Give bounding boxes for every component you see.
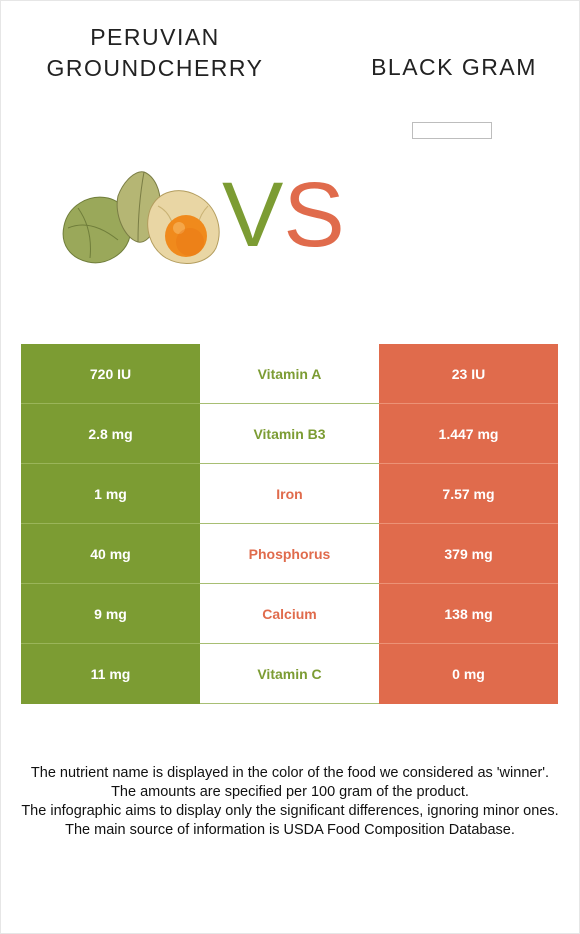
left-value-cell: 11 mg — [21, 644, 200, 704]
table-row: 2.8 mg Vitamin B3 1.447 mg — [21, 404, 558, 464]
left-value-cell: 1 mg — [21, 464, 200, 524]
right-value-cell: 138 mg — [379, 584, 558, 644]
vs-s-letter: S — [283, 164, 345, 266]
table-row: 11 mg Vitamin C 0 mg — [21, 644, 558, 704]
comparison-table: 720 IU Vitamin A 23 IU 2.8 mg Vitamin B3… — [21, 344, 558, 704]
right-value-cell: 1.447 mg — [379, 404, 558, 464]
right-value-cell: 379 mg — [379, 524, 558, 584]
table-row: 40 mg Phosphorus 379 mg — [21, 524, 558, 584]
vs-label: VS — [222, 165, 345, 265]
vs-v-letter: V — [222, 164, 284, 266]
nutrient-name-cell: Calcium — [200, 584, 379, 644]
footnote-line: The infographic aims to display only the… — [21, 803, 559, 819]
nutrient-name-cell: Vitamin C — [200, 644, 379, 704]
table-row: 1 mg Iron 7.57 mg — [21, 464, 558, 524]
left-value-cell: 40 mg — [21, 524, 200, 584]
nutrient-name-cell: Iron — [200, 464, 379, 524]
footnote-line: The nutrient name is displayed in the co… — [30, 765, 550, 781]
left-value-cell: 720 IU — [21, 344, 200, 404]
footnote: The nutrient name is displayed in the co… — [18, 764, 562, 840]
right-value-cell: 7.57 mg — [379, 464, 558, 524]
right-value-cell: 0 mg — [379, 644, 558, 704]
left-value-cell: 9 mg — [21, 584, 200, 644]
groundcherry-image — [62, 171, 220, 264]
nutrient-name-cell: Vitamin B3 — [200, 404, 379, 464]
table-row: 9 mg Calcium 138 mg — [21, 584, 558, 644]
nutrient-name-cell: Vitamin A — [200, 344, 379, 404]
right-food-title: BLACK GRAM — [371, 54, 537, 80]
left-value-cell: 2.8 mg — [21, 404, 200, 464]
footnote-line: The main source of information is USDA F… — [65, 822, 515, 838]
black-gram-image-placeholder — [412, 122, 492, 139]
left-food-title: PERUVIAN GROUNDCHERRY — [46, 24, 264, 81]
nutrient-name-cell: Phosphorus — [200, 524, 379, 584]
table-row: 720 IU Vitamin A 23 IU — [21, 344, 558, 404]
right-value-cell: 23 IU — [379, 344, 558, 404]
footnote-line: The amounts are specified per 100 gram o… — [111, 784, 469, 800]
